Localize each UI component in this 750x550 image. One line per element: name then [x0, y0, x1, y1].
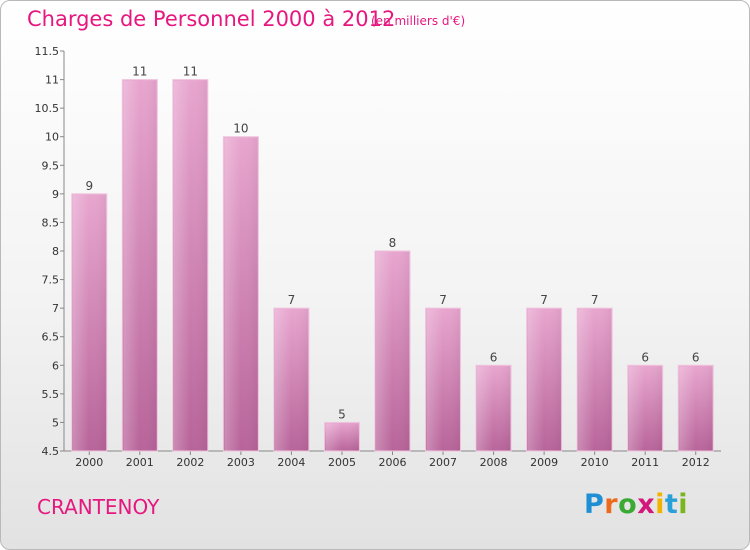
value-label: 6 — [692, 350, 700, 364]
y-tick-label: 7 — [52, 302, 59, 315]
value-label: 7 — [439, 293, 447, 307]
y-tick-label: 9.5 — [42, 159, 60, 172]
x-axis: 2000 2001 2002 2003 2004 2005 2006 2007 2008 2009… — [64, 450, 721, 469]
y-tick-label: 11 — [45, 74, 59, 87]
brand-letter: o — [618, 489, 638, 520]
x-tick-label: 2012 — [682, 456, 710, 469]
value-label: 6 — [490, 350, 498, 364]
y-tick-label: 4.5 — [42, 445, 60, 458]
y-tick-label: 5 — [52, 416, 59, 429]
bar-highlight — [477, 366, 511, 451]
x-tick-label: 2003 — [227, 456, 255, 469]
value-label: 7 — [540, 293, 548, 307]
bars — [71, 79, 714, 452]
value-label: 7 — [288, 293, 296, 307]
bar-highlight — [628, 366, 662, 451]
bar-highlight — [679, 366, 713, 451]
brand-letter: i — [678, 489, 689, 520]
brand-letter: t — [664, 489, 679, 520]
value-labels: 9 11 11 10 7 5 8 7 6 7 7 6 6 — [85, 65, 699, 422]
bar-highlight — [426, 309, 460, 451]
y-tick-label: 10 — [45, 131, 59, 144]
brand-letter: x — [637, 489, 656, 520]
x-tick-label: 2004 — [277, 456, 305, 469]
bar-highlight — [123, 80, 157, 452]
value-label: 11 — [132, 65, 147, 79]
commune-name: CRANTENOY — [37, 495, 160, 519]
bar-highlight — [173, 80, 207, 452]
y-axis: 4.5 5 5.5 6 6.5 7 7.5 8 8.5 9 9.5 10 10.5 11 11.5 — [35, 45, 65, 458]
y-tick-label: 6.5 — [42, 331, 60, 344]
y-tick-label: 8.5 — [42, 216, 60, 229]
bar-highlight — [72, 194, 106, 451]
value-label: 10 — [233, 122, 248, 136]
y-tick-label: 6 — [52, 359, 59, 372]
x-tick-label: 2001 — [126, 456, 154, 469]
y-tick-label: 11.5 — [35, 45, 60, 58]
x-tick-label: 2005 — [328, 456, 356, 469]
value-label: 7 — [591, 293, 599, 307]
brand-letter: r — [604, 489, 619, 520]
brand-logo[interactable]: Proxiti — [584, 489, 688, 520]
chart-subtitle: (en milliers d'€) — [371, 14, 466, 28]
value-label: 6 — [641, 350, 649, 364]
x-tick-label: 2011 — [631, 456, 659, 469]
brand-letter: P — [584, 489, 605, 520]
bar-highlight — [527, 309, 561, 451]
value-label: 11 — [183, 65, 198, 79]
chart-title: Charges de Personnel 2000 à 2012 — [27, 7, 396, 31]
x-tick-label: 2002 — [176, 456, 204, 469]
value-label: 8 — [389, 236, 397, 250]
y-tick-label: 5.5 — [42, 388, 60, 401]
bar-highlight — [224, 137, 258, 451]
bar-highlight — [325, 423, 359, 451]
x-tick-label: 2007 — [429, 456, 457, 469]
y-tick-label: 10.5 — [35, 102, 60, 115]
brand-letter: i — [655, 489, 665, 520]
y-tick-label: 7.5 — [42, 274, 60, 287]
y-tick-label: 8 — [52, 245, 59, 258]
bar-highlight — [376, 252, 409, 451]
value-label: 5 — [338, 407, 346, 421]
x-tick-label: 2010 — [581, 456, 609, 469]
x-tick-label: 2000 — [75, 456, 103, 469]
bar-highlight — [274, 309, 308, 451]
x-tick-label: 2008 — [480, 456, 508, 469]
y-tick-label: 9 — [52, 188, 59, 201]
x-tick-label: 2009 — [530, 456, 558, 469]
bar-highlight — [578, 309, 612, 451]
x-tick-label: 2006 — [379, 456, 407, 469]
value-label: 9 — [85, 179, 93, 193]
